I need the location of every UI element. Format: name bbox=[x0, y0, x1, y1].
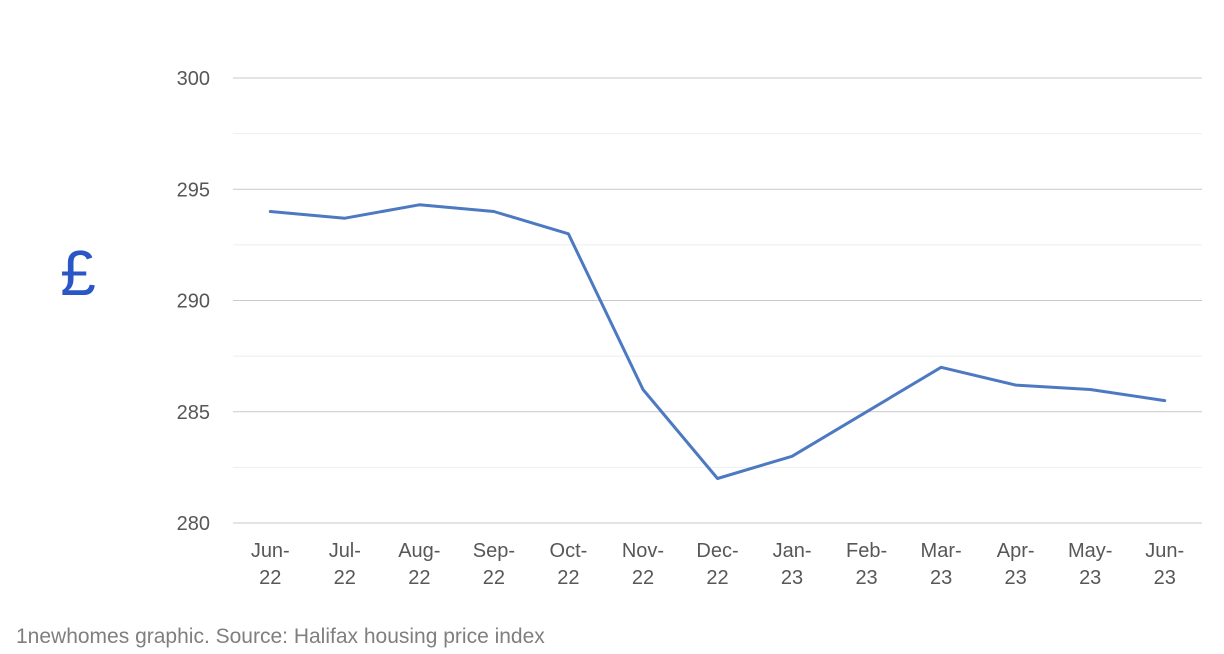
x-tick-label-year: 23 bbox=[930, 567, 952, 589]
x-tick-label-month: Jan- bbox=[773, 540, 812, 562]
x-tick-label-month: Apr- bbox=[997, 540, 1035, 562]
x-tick-label-month: Dec- bbox=[696, 540, 738, 562]
x-tick-label-month: Oct- bbox=[550, 540, 588, 562]
y-tick-label: 280 bbox=[177, 513, 210, 535]
x-tick-label-year: 23 bbox=[781, 567, 803, 589]
x-tick-label-month: Jul- bbox=[329, 540, 361, 562]
x-tick-label-year: 22 bbox=[259, 567, 281, 589]
x-tick-label-year: 23 bbox=[1005, 567, 1027, 589]
x-tick-label-month: Aug- bbox=[398, 540, 440, 562]
x-tick-label-year: 22 bbox=[706, 567, 728, 589]
price-line-series bbox=[268, 203, 1167, 480]
x-tick-label-month: Jun- bbox=[251, 540, 290, 562]
x-tick-label-year: 22 bbox=[334, 567, 356, 589]
x-tick-label-month: Jun- bbox=[1145, 540, 1184, 562]
x-tick-label-year: 22 bbox=[483, 567, 505, 589]
y-tick-label: 300 bbox=[177, 68, 210, 90]
y-tick-label: 285 bbox=[177, 402, 210, 424]
x-tick-label-month: Mar- bbox=[921, 540, 962, 562]
x-tick-label-year: 23 bbox=[855, 567, 877, 589]
x-tick-label-month: Sep- bbox=[473, 540, 515, 562]
x-tick-label-year: 22 bbox=[557, 567, 579, 589]
x-tick-label-year: 23 bbox=[1079, 567, 1101, 589]
x-tick-label-month: Feb- bbox=[846, 540, 887, 562]
y-tick-label: 290 bbox=[177, 291, 210, 313]
x-tick-label-year: 22 bbox=[408, 567, 430, 589]
x-tick-label-year: 23 bbox=[1154, 567, 1176, 589]
y-axis-unit-label: £ bbox=[60, 237, 96, 309]
x-tick-label-month: Nov- bbox=[622, 540, 664, 562]
y-tick-label: 295 bbox=[177, 179, 210, 201]
x-tick-label-month: May- bbox=[1068, 540, 1112, 562]
x-tick-label-year: 22 bbox=[632, 567, 654, 589]
source-caption: 1newhomes graphic. Source: Halifax housi… bbox=[16, 625, 545, 648]
